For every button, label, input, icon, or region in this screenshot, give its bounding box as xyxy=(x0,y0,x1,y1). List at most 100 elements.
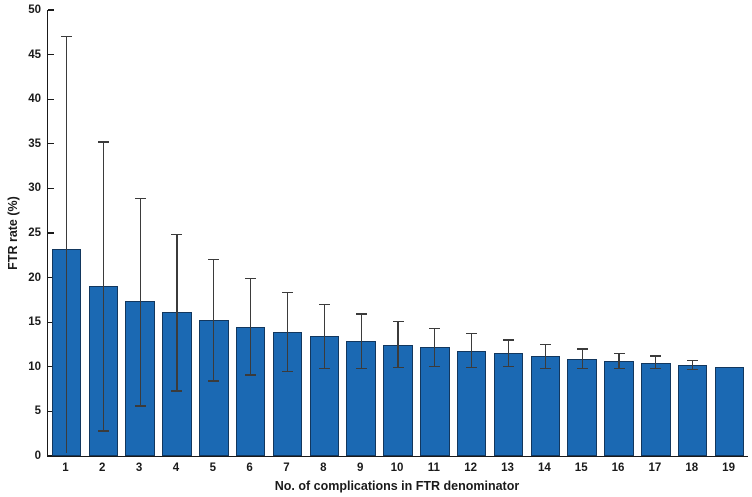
y-tick-mark xyxy=(48,455,54,457)
y-tick-mark xyxy=(48,187,54,189)
error-bar-cap-lower-17 xyxy=(650,367,662,370)
error-bar-cap-upper-5 xyxy=(208,259,220,261)
error-bar-cap-upper-17 xyxy=(650,355,662,357)
error-bar-cap-upper-2 xyxy=(97,141,109,143)
error-bar-cap-upper-8 xyxy=(318,303,330,306)
x-tick-label-11: 11 xyxy=(427,462,440,474)
y-tick-mark xyxy=(48,54,54,56)
y-tick-mark xyxy=(48,9,54,11)
bar-category-19 xyxy=(714,366,745,456)
error-bar-cap-upper-14 xyxy=(539,343,551,346)
error-bar-line-2 xyxy=(102,142,104,432)
x-tick-label-1: 1 xyxy=(62,462,69,474)
error-bar-cap-upper-16 xyxy=(613,352,625,355)
error-bar-cap-lower-18 xyxy=(687,368,699,371)
error-bar-cap-lower-11 xyxy=(429,366,441,368)
error-bar-cap-upper-9 xyxy=(355,313,367,315)
x-tick-label-18: 18 xyxy=(685,462,699,474)
error-bar-cap-lower-10 xyxy=(392,366,404,369)
error-bar-cap-lower-9 xyxy=(355,367,367,370)
x-tick-label-13: 13 xyxy=(501,462,514,474)
x-tick-label-16: 16 xyxy=(611,462,625,474)
y-tick-label: 10 xyxy=(28,360,41,373)
error-bar-cap-upper-4 xyxy=(171,234,183,236)
error-bar-line-8 xyxy=(323,304,325,369)
error-bar-cap-lower-5 xyxy=(208,380,220,382)
x-tick-label-12: 12 xyxy=(464,462,478,474)
bar-category-9 xyxy=(346,340,376,456)
error-bar-cap-upper-6 xyxy=(245,277,257,280)
y-tick-label: 0 xyxy=(34,450,41,462)
bar-category-16 xyxy=(604,360,634,456)
error-bar-cap-lower-3 xyxy=(134,405,146,407)
error-bar-line-10 xyxy=(397,321,399,368)
y-tick-label: 15 xyxy=(28,316,41,329)
error-bar-cap-lower-2 xyxy=(97,430,109,432)
error-bar-line-6 xyxy=(250,278,252,375)
error-bar-line-1 xyxy=(65,36,67,454)
error-bar-line-4 xyxy=(176,234,178,391)
error-bar-line-16 xyxy=(618,353,620,369)
y-tick-label: 25 xyxy=(28,227,41,239)
y-tick-label: 20 xyxy=(28,271,41,284)
x-tick-label-19: 19 xyxy=(722,462,735,474)
bar-category-18 xyxy=(678,365,708,456)
x-tick-label-7: 7 xyxy=(283,462,290,474)
bar-category-8 xyxy=(309,336,340,456)
y-tick-mark xyxy=(48,410,54,412)
error-bar-line-13 xyxy=(507,340,510,367)
x-tick-label-9: 9 xyxy=(356,462,364,474)
error-bar-cap-upper-1 xyxy=(60,36,72,38)
x-tick-label-6: 6 xyxy=(246,462,253,474)
error-bar-cap-upper-12 xyxy=(466,333,478,335)
error-bar-cap-lower-14 xyxy=(539,367,551,370)
y-tick-mark xyxy=(48,98,54,100)
bar-category-15 xyxy=(567,358,597,456)
plot-area xyxy=(47,9,748,457)
y-tick-mark xyxy=(48,366,54,368)
error-bar-line-9 xyxy=(360,314,362,369)
x-axis-label: No. of complications in FTR denominator xyxy=(274,479,520,493)
y-tick-mark xyxy=(48,277,54,279)
error-bar-cap-upper-3 xyxy=(134,197,146,199)
bar-category-17 xyxy=(641,363,671,456)
error-bar-line-7 xyxy=(286,292,289,372)
x-tick-label-14: 14 xyxy=(537,462,551,474)
x-tick-label-2: 2 xyxy=(99,462,106,474)
bar-category-13 xyxy=(493,353,524,456)
error-bar-cap-lower-4 xyxy=(171,390,183,392)
y-tick-mark xyxy=(48,232,54,234)
error-bar-line-17 xyxy=(655,356,657,369)
error-bar-line-11 xyxy=(434,328,436,367)
error-bar-cap-lower-7 xyxy=(281,370,293,372)
error-bar-cap-lower-13 xyxy=(503,366,515,368)
x-tick-label-5: 5 xyxy=(209,462,216,474)
y-tick-mark xyxy=(48,143,54,145)
y-tick-label: 30 xyxy=(28,182,41,195)
error-bar-cap-upper-7 xyxy=(281,292,293,294)
error-bar-line-12 xyxy=(471,333,473,368)
x-tick-label-4: 4 xyxy=(172,462,180,474)
y-tick-label: 35 xyxy=(28,137,41,150)
x-tick-label-10: 10 xyxy=(390,462,404,474)
y-tick-label: 40 xyxy=(28,93,41,106)
error-bar-line-15 xyxy=(581,348,583,369)
error-bar-cap-upper-11 xyxy=(429,327,441,330)
error-bar-line-14 xyxy=(544,344,546,369)
error-bar-cap-upper-13 xyxy=(503,339,515,341)
error-bar-cap-lower-15 xyxy=(576,367,588,370)
error-bar-cap-upper-18 xyxy=(687,359,699,362)
x-tick-label-8: 8 xyxy=(320,462,327,474)
error-bar-cap-upper-10 xyxy=(392,320,404,322)
y-tick-label: 50 xyxy=(28,4,41,16)
x-tick-label-3: 3 xyxy=(135,462,143,474)
error-bar-cap-lower-16 xyxy=(613,367,625,370)
y-tick-label: 45 xyxy=(28,48,41,61)
y-tick-mark xyxy=(48,321,54,323)
error-bar-line-18 xyxy=(692,360,694,370)
x-tick-label-15: 15 xyxy=(574,462,588,474)
error-bar-cap-lower-12 xyxy=(466,366,478,369)
error-bar-cap-lower-8 xyxy=(318,367,330,370)
error-bar-line-3 xyxy=(139,198,141,407)
